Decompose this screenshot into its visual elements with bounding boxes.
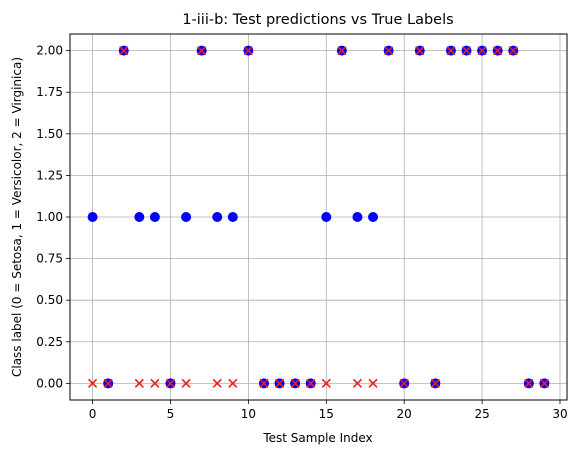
true-label-point (228, 378, 238, 388)
true-label-point (430, 378, 440, 388)
plot-frame (69, 33, 568, 401)
true-label-point (399, 378, 409, 388)
true-label-point (493, 46, 503, 56)
y-tick-label: 0.00 (36, 376, 63, 390)
x-tick-label: 20 (397, 407, 412, 421)
true-label-point (212, 378, 222, 388)
prediction-point (212, 212, 223, 222)
true-label-point (243, 46, 253, 56)
prediction-point (321, 212, 332, 222)
true-label-point (165, 378, 176, 388)
true-label-point (290, 378, 300, 388)
prediction-point (227, 212, 238, 222)
true-label-point (352, 378, 363, 388)
true-label-point (119, 46, 129, 56)
x-axis-ticks: 0 5 10 15 20 25 30 (89, 400, 568, 421)
x-tick-label: 10 (241, 407, 256, 421)
x-tick-label: 5 (167, 407, 175, 421)
y-tick-label: 1.75 (36, 85, 63, 99)
true-label-point (274, 378, 285, 388)
x-tick-label: 30 (552, 407, 567, 421)
true-label-point (88, 378, 98, 388)
true-label-point (477, 46, 487, 56)
true-label-point (539, 378, 549, 388)
true-label-point (368, 378, 378, 388)
true-label-point (134, 378, 144, 388)
prediction-point (87, 212, 98, 222)
true-label-point (446, 46, 456, 56)
x-tick-label: 25 (474, 407, 489, 421)
y-tick-label: 1.25 (36, 168, 63, 182)
y-tick-label: 0.50 (36, 293, 63, 307)
grid (70, 34, 567, 400)
prediction-point (149, 212, 160, 222)
chart-title: 1-iii-b: Test predictions vs True Labels (182, 12, 453, 28)
x-axis-label: Test Sample Index (262, 431, 372, 445)
true-label-point (259, 378, 269, 388)
y-axis-ticks: 0.00 0.25 0.50 0.75 1.00 1.25 1.50 1.75 2.00 (36, 44, 70, 390)
true-label-point (337, 46, 347, 56)
true-label-point (524, 378, 534, 388)
y-tick-label: 0.75 (36, 252, 63, 266)
prediction-point (352, 212, 363, 222)
prediction-point (134, 212, 145, 222)
y-tick-label: 1.50 (36, 127, 63, 141)
y-tick-label: 2.00 (36, 44, 63, 58)
true-label-point (197, 46, 207, 56)
x-tick-label: 15 (319, 407, 334, 421)
prediction-point (368, 212, 379, 222)
prediction-point (181, 212, 192, 222)
true-label-point (461, 46, 472, 56)
true-label-point (508, 46, 518, 56)
true-label-point (103, 378, 113, 388)
true-label-point (321, 378, 331, 388)
x-tick-label: 0 (89, 407, 97, 421)
true-label-point (415, 46, 425, 56)
true-label-point (181, 378, 191, 388)
y-tick-label: 0.25 (36, 335, 63, 349)
true-label-point (306, 378, 316, 388)
true-label-point (150, 378, 160, 388)
y-axis-label: Class label (0 = Setosa, 1 = Versicolor,… (10, 57, 24, 377)
true-label-point (384, 46, 394, 56)
y-tick-label: 1.00 (36, 210, 63, 224)
data-marks (87, 45, 550, 389)
